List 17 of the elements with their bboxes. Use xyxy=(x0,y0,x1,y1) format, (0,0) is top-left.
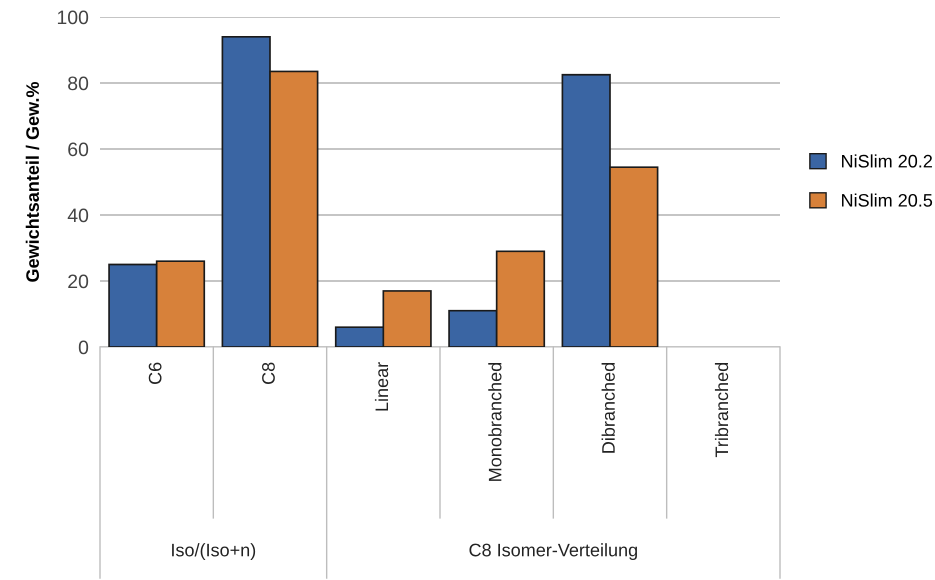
y-tick-label: 80 xyxy=(68,76,88,90)
legend-label: NiSlim 20.2 xyxy=(842,154,932,168)
y-axis-title: Gewichtsanteil / Gew.% xyxy=(26,82,40,282)
x-tick-label: Linear xyxy=(374,362,388,411)
y-tick-label: 100 xyxy=(58,10,88,24)
y-tick-label: 40 xyxy=(68,208,88,222)
text: C8 Isomer-Verteilung xyxy=(469,543,637,560)
text: Iso/(Iso+n) xyxy=(172,543,256,560)
x-tick-label: C6 xyxy=(148,362,162,384)
x-tick-label: Monobranched xyxy=(488,363,502,481)
legend-label: NiSlim 20.5 xyxy=(842,193,932,207)
y-tick-label: 60 xyxy=(68,142,88,156)
y-tick-label: 0 xyxy=(78,340,88,354)
x-tick-label: Dibranched xyxy=(602,363,615,453)
y-tick-label: 20 xyxy=(68,274,88,288)
x-tick-label: C8 xyxy=(262,362,275,384)
x-tick-label: Tribranched xyxy=(714,363,728,458)
